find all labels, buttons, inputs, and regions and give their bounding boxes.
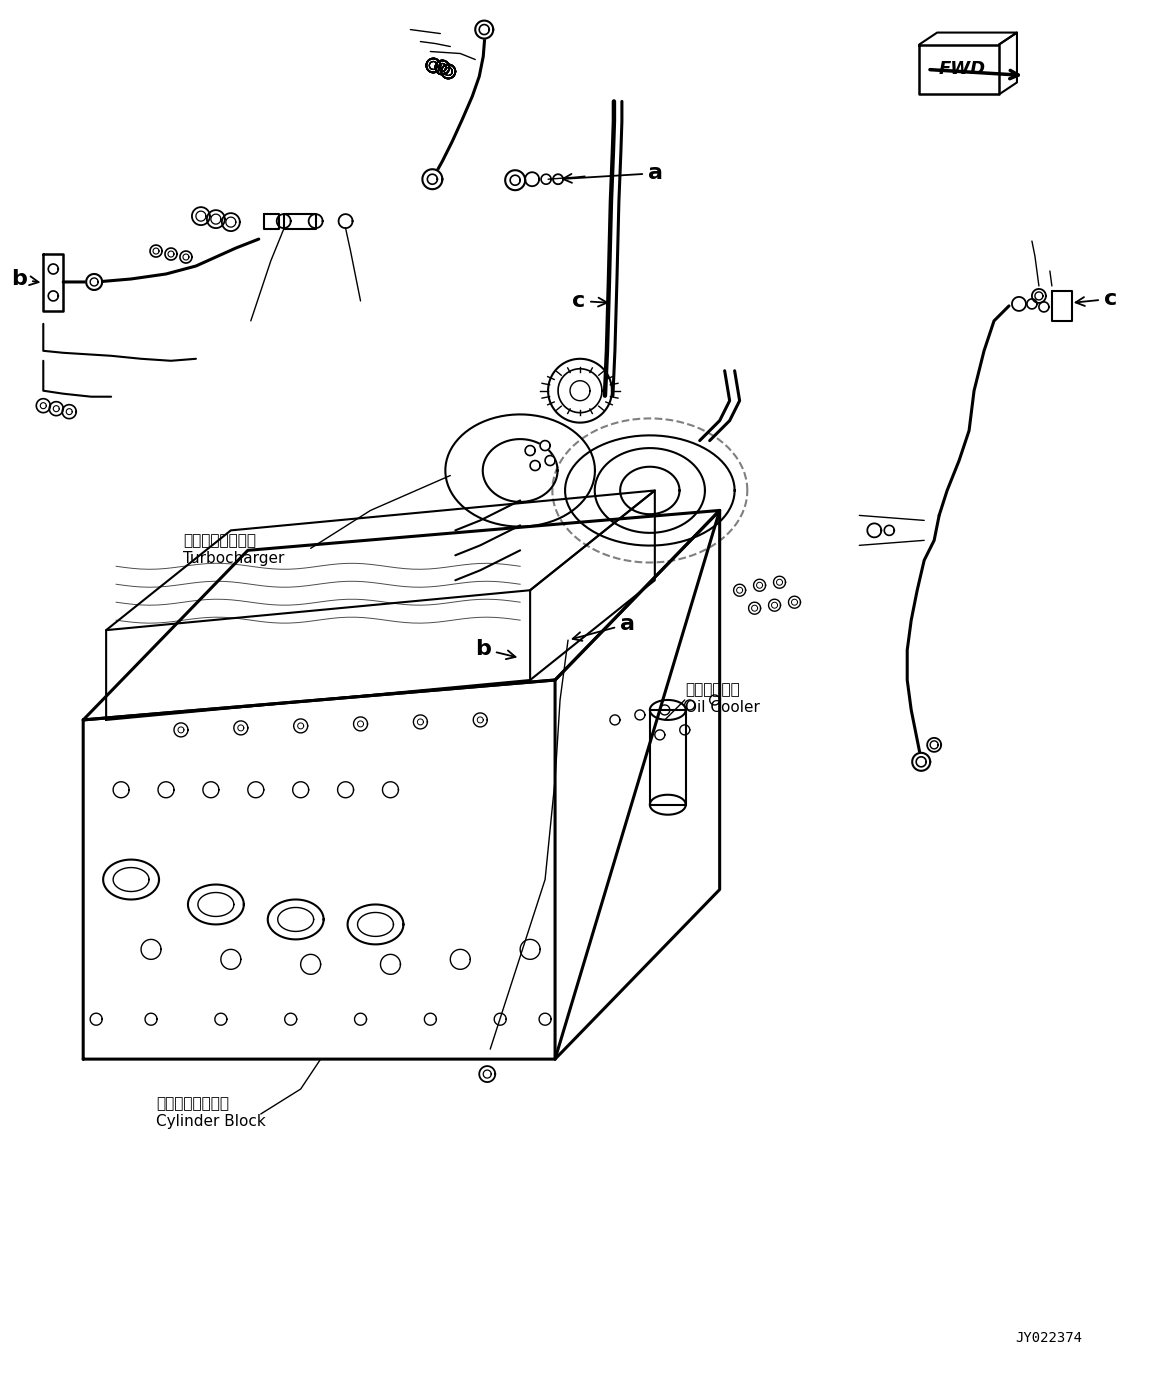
Polygon shape xyxy=(1032,289,1046,302)
Polygon shape xyxy=(441,65,455,78)
Polygon shape xyxy=(86,273,102,290)
Polygon shape xyxy=(473,713,487,727)
Polygon shape xyxy=(435,60,449,74)
Polygon shape xyxy=(749,602,761,614)
Text: オイルクーラ: オイルクーラ xyxy=(685,683,740,698)
Polygon shape xyxy=(150,245,162,257)
Polygon shape xyxy=(540,441,550,451)
Polygon shape xyxy=(435,60,449,74)
Polygon shape xyxy=(526,172,540,187)
Polygon shape xyxy=(754,580,765,591)
Polygon shape xyxy=(505,170,526,190)
Polygon shape xyxy=(63,405,77,419)
Polygon shape xyxy=(192,207,209,225)
Polygon shape xyxy=(202,782,219,798)
Text: Turbocharger: Turbocharger xyxy=(183,551,284,566)
Polygon shape xyxy=(476,21,493,38)
Polygon shape xyxy=(427,59,441,73)
Polygon shape xyxy=(222,213,240,231)
Text: Cylinder Block: Cylinder Block xyxy=(156,1114,266,1129)
Polygon shape xyxy=(422,169,442,190)
Polygon shape xyxy=(383,782,399,798)
Polygon shape xyxy=(526,445,535,456)
Text: FWD: FWD xyxy=(939,60,986,78)
Polygon shape xyxy=(49,401,63,416)
Polygon shape xyxy=(427,59,441,73)
Polygon shape xyxy=(207,210,224,228)
Polygon shape xyxy=(174,723,188,736)
Polygon shape xyxy=(441,65,455,78)
Polygon shape xyxy=(413,714,427,728)
Polygon shape xyxy=(435,60,449,74)
Polygon shape xyxy=(441,65,455,78)
Polygon shape xyxy=(435,60,449,74)
Polygon shape xyxy=(435,60,449,74)
Polygon shape xyxy=(427,59,441,73)
Text: JY022374: JY022374 xyxy=(1015,1331,1083,1345)
Polygon shape xyxy=(427,59,441,73)
Polygon shape xyxy=(248,782,264,798)
Polygon shape xyxy=(36,398,50,412)
Polygon shape xyxy=(165,249,177,260)
Text: a: a xyxy=(572,614,635,640)
Polygon shape xyxy=(912,753,930,771)
Text: b: b xyxy=(476,639,515,660)
Text: c: c xyxy=(572,291,607,311)
Polygon shape xyxy=(773,576,785,588)
Polygon shape xyxy=(545,456,555,466)
Text: b: b xyxy=(12,269,38,289)
Polygon shape xyxy=(293,782,308,798)
Text: ターボチャージャ: ターボチャージャ xyxy=(183,533,256,548)
Polygon shape xyxy=(435,60,449,74)
Polygon shape xyxy=(113,782,129,798)
Polygon shape xyxy=(427,59,441,73)
Polygon shape xyxy=(530,460,540,470)
Polygon shape xyxy=(441,65,455,78)
Polygon shape xyxy=(769,599,780,611)
Polygon shape xyxy=(158,782,174,798)
Polygon shape xyxy=(435,60,449,74)
Polygon shape xyxy=(354,717,368,731)
Polygon shape xyxy=(441,65,455,78)
Polygon shape xyxy=(789,596,800,609)
Text: シリンダブロック: シリンダブロック xyxy=(156,1096,229,1112)
Text: a: a xyxy=(563,164,663,183)
Polygon shape xyxy=(1012,297,1026,311)
Polygon shape xyxy=(294,719,308,732)
Polygon shape xyxy=(734,584,745,596)
Text: Oil Cooler: Oil Cooler xyxy=(685,701,759,716)
Polygon shape xyxy=(427,59,441,73)
Polygon shape xyxy=(234,721,248,735)
Polygon shape xyxy=(180,251,192,262)
Polygon shape xyxy=(427,59,441,73)
Polygon shape xyxy=(337,782,354,798)
Polygon shape xyxy=(441,65,455,78)
Polygon shape xyxy=(441,65,455,78)
Polygon shape xyxy=(927,738,941,752)
Text: c: c xyxy=(1076,289,1116,309)
